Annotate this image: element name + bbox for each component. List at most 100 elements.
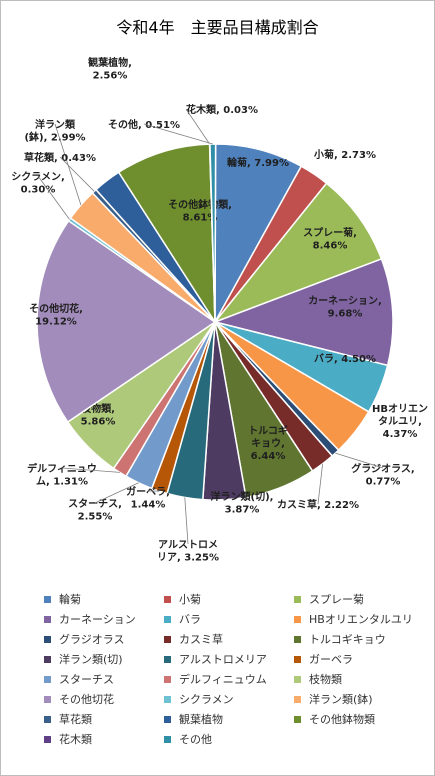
legend-swatch	[294, 695, 301, 703]
legend-label: スターチス	[59, 673, 114, 686]
slice-data-label: ガーベラ, 1.44%	[126, 485, 170, 511]
leader-line	[59, 156, 95, 192]
legend-item: ガーベラ	[294, 652, 353, 668]
legend-swatch	[44, 655, 51, 663]
slice-data-label: 花木類, 0.03%	[186, 103, 258, 116]
slice-data-label: 洋ラン類(切), 3.87%	[211, 490, 274, 516]
legend-label: 草花類	[59, 713, 92, 726]
leader-line	[185, 108, 211, 145]
legend-item: アルストロメリア	[164, 652, 267, 668]
legend-label: 観葉植物	[179, 713, 223, 726]
legend-label: ガーベラ	[309, 653, 353, 666]
leader-line	[94, 482, 139, 504]
legend-item: その他	[164, 732, 212, 748]
legend-swatch	[44, 675, 51, 683]
slice-data-label: 洋ラン類(鉢), 2.99%	[24, 118, 85, 144]
slice-data-label: その他, 0.51%	[108, 118, 180, 131]
slice-data-label: デルフィニュウム, 1.31%	[27, 462, 97, 488]
leader-line	[184, 497, 189, 545]
legend-item: 洋ラン類(切)	[44, 652, 123, 668]
slice-data-label: 小菊, 2.73%	[313, 148, 376, 161]
pie-slice	[214, 143, 303, 323]
slice-data-label: その他切花, 19.12%	[29, 302, 83, 328]
legend-item: その他鉢物類	[294, 712, 375, 728]
legend-label: バラ	[179, 613, 201, 626]
legend-item: その他切花	[44, 692, 114, 708]
legend-swatch	[164, 595, 171, 603]
legend-label: 花木類	[59, 733, 92, 746]
slice-data-label: グラジオラス, 0.77%	[351, 462, 414, 488]
pie-slice	[117, 143, 216, 325]
legend-item: 小菊	[164, 592, 201, 608]
legend-item: デルフィニュウム	[164, 672, 267, 688]
legend-label: 小菊	[179, 593, 201, 606]
legend-swatch	[164, 735, 171, 743]
legend-item: カーネーション	[44, 612, 136, 628]
legend-swatch	[294, 595, 301, 603]
legend-swatch	[44, 715, 51, 723]
legend-label: カーネーション	[59, 613, 136, 626]
legend-label: トルコギキョウ	[309, 633, 386, 646]
chart-title: 令和4年 主要品目構成割合	[116, 18, 319, 37]
legend-item: バラ	[164, 612, 201, 628]
pie-slice	[212, 257, 394, 367]
slice-data-label: 観葉植物, 2.56%	[88, 56, 132, 82]
slice-data-label: シクラメン, 0.30%	[11, 171, 65, 196]
legend-item: 枝物類	[294, 672, 342, 688]
slice-data-label: スプレー菊, 8.46%	[303, 226, 357, 252]
legend-swatch	[294, 675, 301, 683]
legend-label: その他	[179, 733, 212, 746]
legend-label: HBオリエンタルユリ	[309, 613, 413, 626]
legend-swatch	[164, 635, 171, 643]
legend-swatch	[164, 655, 171, 663]
legend-label: その他切花	[59, 693, 114, 706]
legend-swatch	[164, 615, 171, 623]
leader-line	[61, 467, 120, 473]
slice-data-label: 輪菊, 7.99%	[227, 156, 289, 169]
legend-item: シクラメン	[164, 692, 234, 708]
legend-label: 洋ラン類(鉢)	[309, 693, 373, 706]
slice-data-label: スターチス, 2.55%	[68, 498, 122, 523]
legend-label: 枝物類	[309, 673, 342, 686]
legend-swatch	[294, 715, 301, 723]
slice-data-label: バラ, 4.50%	[314, 353, 376, 365]
legend-swatch	[44, 595, 51, 603]
legend-label: スプレー菊	[309, 593, 364, 606]
legend-label: その他鉢物類	[309, 713, 375, 726]
legend-swatch	[294, 655, 301, 663]
legend-swatch	[164, 675, 171, 683]
legend-item: 洋ラン類(鉢)	[294, 692, 373, 708]
leader-line	[335, 452, 384, 469]
legend-item: 草花類	[44, 712, 92, 728]
legend-item: カスミ草	[164, 632, 223, 648]
legend-item: HBオリエンタルユリ	[294, 612, 413, 628]
legend-item: トルコギキョウ	[294, 632, 386, 648]
legend-label: 洋ラン類(切)	[59, 653, 123, 666]
leader-line	[143, 123, 213, 145]
legend-item: スプレー菊	[294, 592, 364, 608]
legend-label: グラジオラス	[59, 633, 125, 646]
leader-line	[317, 463, 323, 505]
pie-chart: 輪菊, 7.99% 小菊, 2.73% スプレー菊, 8.46% カーネーション, 9.6…	[11, 56, 428, 564]
legend-label: アルストロメリア	[179, 653, 267, 666]
legend-label: カスミ草	[179, 633, 223, 646]
legend-swatch	[44, 695, 51, 703]
leader-line	[37, 175, 70, 220]
slice-data-label: アルストロメリア, 3.25%	[157, 539, 219, 564]
slice-data-label: カーネーション, 9.68%	[308, 295, 382, 320]
legend-swatch	[164, 695, 171, 703]
slice-data-label: HBオリエンタルユリ, 4.37%	[372, 403, 428, 440]
legend-swatch	[164, 715, 171, 723]
legend-item: スターチス	[44, 672, 114, 688]
slice-data-label: トルコギキョウ, 6.44%	[248, 424, 288, 462]
legend-item: グラジオラス	[44, 632, 125, 648]
legend-item: 輪菊	[44, 592, 81, 608]
legend-label: シクラメン	[179, 693, 234, 706]
legend-swatch	[44, 615, 51, 623]
legend-swatch	[294, 615, 301, 623]
slice-data-label: カスミ草, 2.22%	[277, 498, 359, 511]
pie-slice	[36, 219, 217, 424]
pie-slice	[212, 182, 383, 324]
legend-label: 輪菊	[59, 593, 81, 606]
legend-label: デルフィニュウム	[179, 673, 267, 686]
